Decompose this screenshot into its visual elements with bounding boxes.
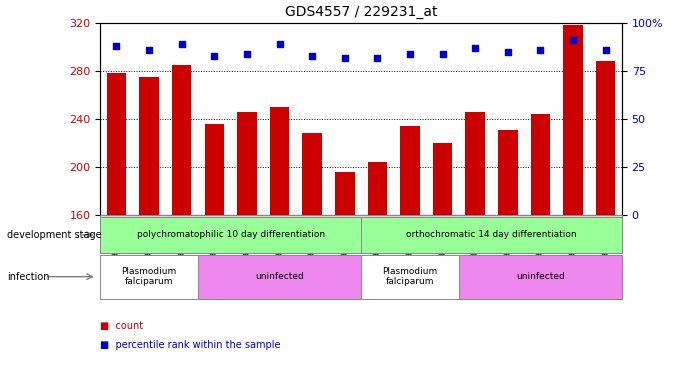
Text: ■  percentile rank within the sample: ■ percentile rank within the sample — [100, 340, 281, 350]
Text: development stage: development stage — [7, 230, 102, 240]
Text: Plasmodium
falciparum: Plasmodium falciparum — [382, 267, 437, 286]
Point — [404, 51, 415, 57]
Point — [176, 41, 187, 47]
Text: orthochromatic 14 day differentiation: orthochromatic 14 day differentiation — [406, 230, 577, 239]
Point — [502, 49, 513, 55]
Point — [241, 51, 252, 57]
Bar — [172, 65, 191, 215]
Point — [339, 55, 350, 61]
Bar — [498, 130, 518, 215]
Bar — [400, 126, 419, 215]
Bar — [465, 112, 485, 215]
Text: infection: infection — [7, 271, 50, 282]
Point — [567, 37, 578, 43]
Point — [372, 55, 383, 61]
Bar — [335, 172, 354, 215]
Point — [437, 51, 448, 57]
Bar — [205, 124, 224, 215]
Bar — [433, 143, 453, 215]
Point — [535, 47, 546, 53]
Text: Plasmodium
falciparum: Plasmodium falciparum — [122, 267, 177, 286]
Text: polychromatophilic 10 day differentiation: polychromatophilic 10 day differentiatio… — [137, 230, 325, 239]
Bar — [140, 77, 159, 215]
Bar — [237, 112, 257, 215]
Bar — [269, 107, 290, 215]
Point — [209, 53, 220, 59]
Point — [144, 47, 155, 53]
Point — [274, 41, 285, 47]
Title: GDS4557 / 229231_at: GDS4557 / 229231_at — [285, 5, 437, 19]
Point — [307, 53, 318, 59]
Bar — [368, 162, 387, 215]
Text: uninfected: uninfected — [255, 272, 304, 281]
Point — [111, 43, 122, 49]
Bar — [563, 25, 583, 215]
Point — [470, 45, 481, 51]
Bar — [596, 61, 616, 215]
Text: uninfected: uninfected — [516, 272, 565, 281]
Bar — [303, 133, 322, 215]
Bar — [531, 114, 550, 215]
Point — [600, 47, 611, 53]
Text: ■  count: ■ count — [100, 321, 143, 331]
Bar — [106, 73, 126, 215]
